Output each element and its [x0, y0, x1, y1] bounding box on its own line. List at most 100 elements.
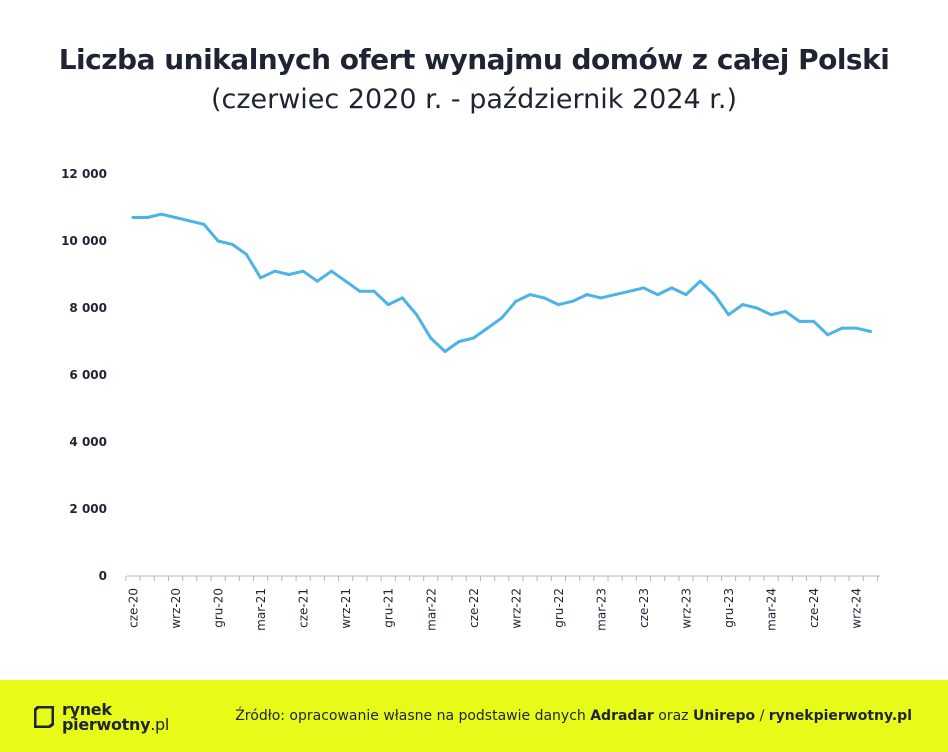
data-point [358, 289, 362, 293]
x-tick-label: mar-22 [424, 588, 438, 631]
series-line [131, 212, 872, 353]
data-point [783, 309, 787, 313]
x-tick-label: mar-23 [594, 588, 608, 631]
y-tick-label: 6 000 [69, 368, 107, 382]
y-axis-ticks: 0 2 000 4 000 6 000 8 000 10 000 12 000 [61, 167, 107, 583]
data-point [202, 222, 206, 226]
chart-subtitle: (czerwiec 2020 r. - październik 2024 r.) [210, 84, 738, 115]
data-point [216, 239, 220, 243]
data-point [230, 242, 234, 246]
x-tick-label: cze-21 [297, 588, 311, 628]
data-point [400, 296, 404, 300]
logo-text: rynek pierwotny.pl [62, 700, 170, 734]
x-tick-label: gru-22 [552, 588, 566, 628]
data-point [769, 313, 773, 317]
data-point [443, 350, 447, 353]
y-tick-label: 10 000 [61, 234, 107, 248]
y-tick-label: 0 [99, 569, 107, 583]
logo-line1: rynek [62, 700, 112, 719]
data-point [301, 269, 305, 273]
logo-mark-icon [34, 706, 54, 728]
logo-line2-bold: pierwotny [62, 715, 151, 734]
source-unirepo: Unirepo [692, 708, 756, 724]
data-point [542, 296, 546, 300]
data-point [798, 319, 801, 323]
y-tick-label: 8 000 [69, 301, 107, 315]
line-chart: 0 2 000 4 000 6 000 8 000 10 000 12 000 cze-20… [61, 167, 880, 631]
x-tick-label: cze-20 [127, 588, 141, 628]
source-note: Źródło: opracowanie własne na podstawie … [235, 708, 912, 724]
data-point [627, 289, 631, 293]
data-point [656, 293, 660, 297]
data-point [854, 326, 858, 330]
data-point [259, 276, 263, 280]
logo-line2-suffix: .pl [150, 715, 170, 734]
data-point [514, 299, 518, 303]
x-axis-ticks: cze-20 wrz-20 gru-20 mar-21 cze-21 wrz-21 gru-… [125, 576, 878, 631]
data-point [755, 306, 759, 310]
data-point [429, 336, 433, 340]
data-point [868, 330, 872, 333]
data-point [528, 293, 532, 297]
source-sep: / [755, 708, 769, 724]
data-point [599, 296, 603, 300]
data-point [670, 286, 674, 290]
x-tick-label: mar-21 [254, 588, 268, 631]
data-point [471, 336, 475, 340]
chart-title: Liczba unikalnych ofert wynajmu domów z … [58, 43, 890, 76]
source-prefix: Źródło: opracowanie własne na podstawie … [235, 708, 591, 724]
x-tick-label: mar-24 [765, 588, 779, 631]
data-point [188, 219, 192, 223]
data-point [642, 286, 645, 290]
data-point [330, 269, 333, 273]
data-point [826, 333, 830, 337]
data-point [131, 216, 135, 219]
data-point [684, 293, 688, 297]
x-tick-label: wrz-20 [169, 588, 183, 629]
x-tick-label: gru-23 [722, 588, 736, 628]
data-point [287, 273, 291, 276]
y-tick-label: 12 000 [61, 167, 107, 181]
x-tick-label: cze-24 [807, 588, 821, 628]
y-tick-label: 4 000 [69, 435, 107, 449]
x-tick-label: cze-23 [637, 588, 651, 628]
data-point [244, 252, 248, 256]
data-point [812, 319, 816, 323]
data-point [159, 212, 163, 216]
x-tick-label: cze-22 [467, 588, 481, 628]
data-point [500, 316, 504, 320]
data-point [486, 326, 489, 330]
source-adradar: Adradar [590, 708, 654, 724]
data-points [131, 212, 872, 353]
data-point [613, 293, 617, 297]
data-point [386, 303, 390, 307]
data-point [556, 303, 560, 307]
data-point [174, 216, 177, 219]
x-tick-label: wrz-24 [850, 588, 864, 629]
x-tick-label: wrz-22 [509, 588, 523, 629]
source-mid: oraz [653, 708, 693, 724]
y-tick-label: 2 000 [69, 502, 107, 516]
logo-line2: pierwotny.pl [62, 715, 170, 734]
brand-logo[interactable]: rynek pierwotny.pl [34, 702, 169, 733]
source-site[interactable]: rynekpierwotny.pl [768, 708, 912, 724]
data-point [315, 279, 319, 283]
data-point [712, 293, 716, 297]
data-point [415, 313, 419, 317]
data-point [457, 340, 461, 343]
data-point [585, 293, 589, 297]
data-point [741, 303, 745, 307]
footer-bar: rynek pierwotny.pl Źródło: opracowanie w… [0, 680, 948, 752]
x-tick-label: wrz-21 [339, 588, 353, 629]
data-point [571, 299, 575, 303]
data-point [145, 216, 149, 219]
data-point [727, 313, 731, 317]
x-tick-label: gru-20 [212, 588, 226, 628]
x-tick-label: wrz-23 [680, 588, 694, 629]
data-point [840, 326, 844, 330]
x-tick-label: gru-21 [382, 588, 396, 628]
data-point [273, 269, 277, 273]
data-point [372, 289, 376, 293]
data-point [344, 279, 348, 283]
data-point [698, 279, 702, 283]
